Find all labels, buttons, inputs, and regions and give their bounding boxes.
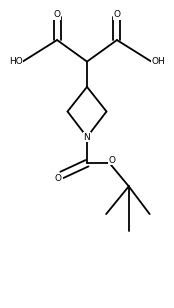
Text: O: O — [55, 173, 62, 183]
Text: O: O — [113, 10, 120, 19]
Text: O: O — [54, 10, 61, 19]
Text: N: N — [84, 132, 90, 142]
Text: O: O — [109, 156, 116, 165]
Text: HO: HO — [9, 57, 23, 66]
Text: OH: OH — [151, 57, 165, 66]
